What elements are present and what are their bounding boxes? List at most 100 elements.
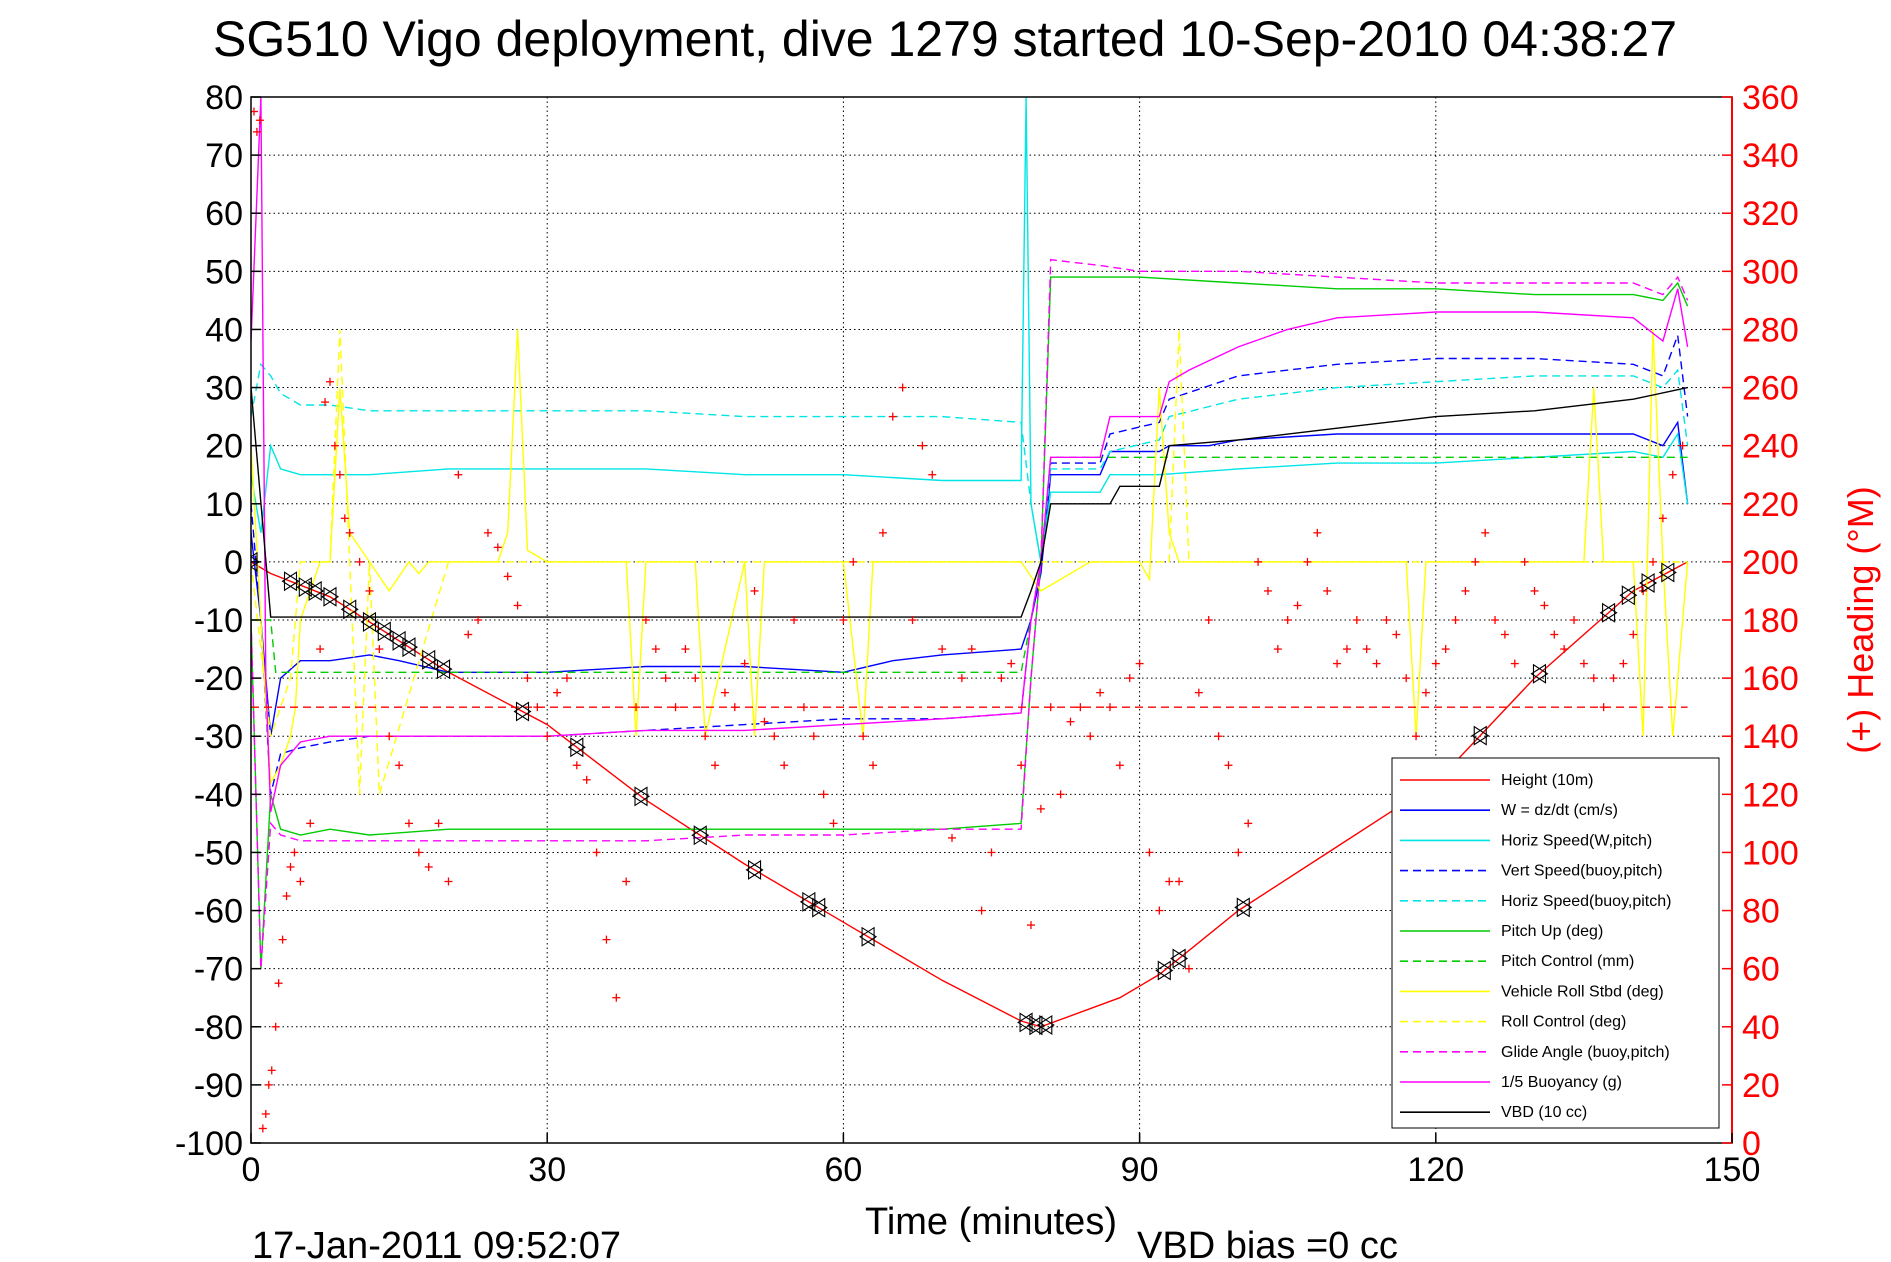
- y-tick-label: -70: [194, 951, 243, 989]
- heading-point: [888, 412, 897, 421]
- heading-point: [523, 674, 532, 683]
- heading-point: [1491, 616, 1500, 624]
- series-line: [251, 97, 1689, 563]
- triangle-marker: [1170, 948, 1189, 969]
- heading-point: [316, 645, 325, 654]
- heading-point: [602, 935, 611, 944]
- y-axis-ticks: 80 70 60 50 40 30 20 10 0 -10 -20 -30 -40 -50 -60 -70 -8…: [175, 79, 261, 1163]
- triangle-marker: [296, 577, 315, 598]
- x-tick-label: 90: [1121, 1151, 1159, 1189]
- heading-point: [1668, 470, 1677, 479]
- heading-point: [671, 703, 680, 712]
- chart-title: SG510 Vigo deployment, dive 1279 started…: [213, 11, 1677, 67]
- legend-entry: 1/5 Buoyancy (g): [1400, 1074, 1622, 1091]
- heading-point: [1313, 528, 1322, 537]
- heading-point: [1570, 616, 1579, 624]
- heading-point: [404, 819, 413, 828]
- legend-label: Vert Speed(buoy,pitch): [1501, 863, 1663, 880]
- heading-point: [681, 645, 690, 654]
- heading-point: [1125, 674, 1134, 683]
- heading-point: [1046, 703, 1055, 712]
- heading-point: [325, 377, 334, 386]
- footer-date: 17-Jan-2011 09:52:07: [252, 1225, 621, 1262]
- heading-point: [987, 848, 996, 857]
- heading-point: [444, 877, 453, 886]
- heading-point: [1135, 659, 1144, 668]
- triangle-marker: [1658, 562, 1677, 583]
- triangle-marker: [360, 611, 379, 632]
- heading-point: [780, 761, 789, 770]
- legend-entry: W = dz/dt (cm/s): [1400, 802, 1618, 819]
- heading-point: [1214, 732, 1223, 741]
- legend-label: Pitch Up (deg): [1501, 923, 1603, 940]
- triangle-marker: [691, 825, 710, 846]
- heading-point: [1293, 601, 1302, 610]
- heading-point: [701, 732, 710, 741]
- y-tick-label: -50: [194, 834, 243, 872]
- heading-point: [1412, 732, 1421, 741]
- series-line: [251, 456, 1688, 673]
- heading-point: [562, 674, 571, 683]
- heading-point: [1184, 964, 1193, 973]
- triangle-marker: [1471, 725, 1490, 746]
- heading-point: [997, 674, 1006, 683]
- y-tick-label: -40: [194, 776, 243, 814]
- legend-box: [1391, 757, 1720, 1129]
- y-tick-label: 70: [205, 137, 243, 175]
- triangle-markers: [251, 551, 1677, 1036]
- heading-point: [1017, 761, 1026, 770]
- heading-point: [1402, 674, 1411, 683]
- heading-point: [829, 819, 838, 828]
- heading-point: [898, 383, 907, 392]
- heading-point: [1372, 659, 1381, 668]
- right-tick-label: 140: [1742, 718, 1799, 756]
- triangle-marker: [567, 737, 586, 758]
- heading-point: [1007, 659, 1016, 668]
- heading-point: [290, 848, 299, 857]
- right-tick-label: 340: [1742, 137, 1799, 175]
- legend-entry: Roll Control (deg): [1400, 1014, 1626, 1031]
- heading-point: [464, 630, 473, 639]
- heading-point: [1451, 616, 1460, 624]
- legend-label: VBD (10 cc): [1501, 1104, 1587, 1121]
- heading-point: [928, 470, 937, 479]
- heading-point: [760, 717, 769, 726]
- heading-point: [1273, 645, 1282, 654]
- heading-point: [1382, 616, 1391, 624]
- heading-point: [1520, 557, 1529, 566]
- legend-entry: Glide Angle (buoy,pitch): [1400, 1044, 1670, 1061]
- heading-point: [1658, 514, 1667, 523]
- heading-point: [799, 703, 808, 712]
- y-tick-label: -20: [194, 660, 243, 698]
- triangle-marker: [1599, 602, 1618, 623]
- legend-entry: Vert Speed(buoy,pitch): [1400, 863, 1663, 880]
- right-tick-label: 320: [1742, 195, 1799, 233]
- heading-point: [1342, 645, 1351, 654]
- triangle-marker: [340, 599, 359, 620]
- heading-point: [365, 586, 374, 595]
- series-line: [251, 329, 1689, 786]
- y-tick-label: -80: [194, 1009, 243, 1047]
- right-axis-ticks: 3603403203002802602402202001801601401201…: [1722, 79, 1799, 1163]
- heading-point: [1333, 659, 1342, 668]
- heading-point: [819, 790, 828, 799]
- triangle-marker: [1639, 573, 1658, 594]
- heading-point: [1441, 645, 1450, 654]
- series-line: [251, 362, 1689, 563]
- heading-point: [252, 127, 261, 136]
- heading-point: [1254, 557, 1263, 566]
- heading-point: [1244, 819, 1253, 828]
- legend-entry: Height (10m): [1400, 772, 1593, 789]
- heading-point: [730, 703, 739, 712]
- heading-point: [1471, 557, 1480, 566]
- y-tick-label: 0: [224, 544, 243, 582]
- heading-point: [632, 703, 641, 712]
- y-tick-label: -10: [194, 602, 243, 640]
- heading-point: [1431, 659, 1440, 668]
- y-tick-label: -100: [175, 1125, 243, 1163]
- heading-point: [261, 1109, 270, 1118]
- heading-point: [1056, 790, 1065, 799]
- y-tick-label: -90: [194, 1067, 243, 1105]
- x-tick-label: 60: [824, 1151, 862, 1189]
- legend: Height (10m) W = dz/dt (cm/s) Horiz Speed(…: [1391, 757, 1720, 1129]
